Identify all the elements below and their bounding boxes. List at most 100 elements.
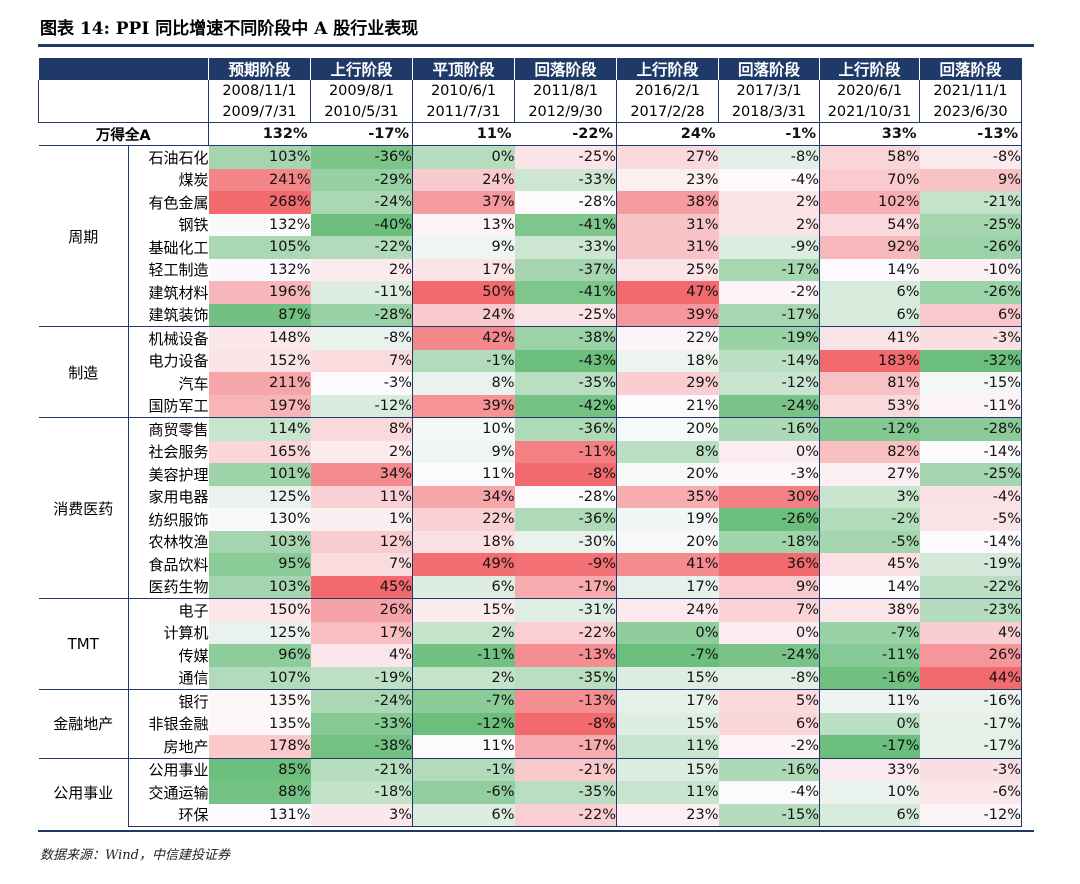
value-cell: 15%: [412, 598, 515, 622]
value-cell: 34%: [310, 463, 413, 486]
value-cell: -16%: [919, 689, 1022, 713]
stage-start-date: 2016/2/1: [616, 80, 719, 101]
stage-start-date: 2017/3/1: [718, 80, 820, 101]
stage-header: 预期阶段: [208, 58, 311, 80]
value-cell: 7%: [310, 553, 413, 576]
value-cell: -17%: [919, 735, 1022, 758]
group-label: 周期: [38, 145, 129, 327]
table-row: 农林牧渔 103% 12% 18% -30% 20% -18% -5% -14%: [39, 530, 1022, 553]
value-cell: -15%: [718, 803, 820, 827]
stage-start-date: 2009/8/1: [310, 80, 413, 101]
table-row: 建筑装饰 87% -28% 24% -25% 39% -17% 6% 6%: [39, 303, 1022, 327]
value-cell: 25%: [616, 258, 719, 281]
value-cell: 45%: [310, 575, 413, 599]
value-cell: 103%: [208, 530, 311, 553]
value-cell: 24%: [412, 303, 515, 327]
industry-name: 电力设备: [148, 352, 209, 371]
value-cell: 41%: [819, 326, 920, 350]
value-cell: -1%: [412, 757, 515, 781]
value-cell: -14%: [919, 530, 1022, 553]
value-cell: -28%: [514, 191, 617, 214]
value-cell: -12%: [718, 372, 820, 395]
total-value: -22%: [514, 122, 617, 146]
value-cell: -21%: [919, 191, 1022, 214]
stage-header: 上行阶段: [819, 58, 920, 80]
table-row: 非银金融 135% -33% -12% -8% 15% 6% 0% -17%: [39, 712, 1022, 735]
value-cell: -11%: [310, 281, 413, 304]
value-cell: 14%: [819, 258, 920, 281]
value-cell: 11%: [616, 735, 719, 758]
value-cell: 6%: [819, 303, 920, 327]
value-cell: 26%: [919, 644, 1022, 667]
industry-name: 公用事业: [128, 757, 209, 781]
value-cell: 15%: [616, 757, 719, 781]
value-cell: 3%: [819, 485, 920, 508]
value-cell: -36%: [514, 508, 617, 531]
value-cell: 81%: [819, 372, 920, 395]
value-cell: 24%: [412, 168, 515, 191]
value-cell: -38%: [514, 326, 617, 350]
value-cell: 132%: [208, 213, 311, 236]
value-cell: 103%: [208, 145, 311, 169]
value-cell: -8%: [310, 326, 413, 350]
value-cell: 9%: [919, 168, 1022, 191]
stage-start-date: 2008/11/1: [208, 80, 311, 101]
value-cell: -18%: [718, 530, 820, 553]
group-label: 金融地产: [38, 689, 129, 758]
value-cell: -17%: [819, 735, 920, 758]
value-cell: 107%: [208, 666, 311, 690]
header-blank: [38, 101, 209, 123]
value-cell: 34%: [412, 485, 515, 508]
value-cell: 20%: [616, 417, 719, 441]
industry-name: 食品饮料: [148, 555, 209, 574]
value-cell: 2%: [412, 666, 515, 690]
value-cell: -31%: [514, 598, 617, 622]
value-cell: 19%: [616, 508, 719, 531]
value-cell: 39%: [616, 303, 719, 327]
value-cell: 0%: [718, 621, 820, 644]
value-cell: 105%: [208, 236, 311, 259]
value-cell: -17%: [514, 735, 617, 758]
value-cell: 17%: [616, 689, 719, 713]
stage-header: 上行阶段: [310, 58, 413, 80]
value-cell: -24%: [310, 191, 413, 214]
industry-name: 家用电器: [148, 488, 209, 507]
value-cell: 29%: [616, 372, 719, 395]
value-cell: 183%: [819, 349, 920, 372]
value-cell: 132%: [208, 258, 311, 281]
value-cell: -16%: [718, 417, 820, 441]
value-cell: 6%: [919, 303, 1022, 327]
value-cell: 8%: [412, 372, 515, 395]
value-cell: 38%: [616, 191, 719, 214]
value-cell: 49%: [412, 553, 515, 576]
value-cell: -15%: [919, 372, 1022, 395]
total-value: -13%: [919, 122, 1022, 146]
value-cell: 22%: [616, 326, 719, 350]
industry-performance-table: 预期阶段 上行阶段 平顶阶段 回落阶段 上行阶段 回落阶段 上行阶段 回落阶段 2008/11/…: [38, 58, 1022, 827]
stage-header: 回落阶段: [919, 58, 1022, 80]
value-cell: 7%: [718, 598, 820, 622]
value-cell: 96%: [208, 644, 311, 667]
value-cell: 31%: [616, 213, 719, 236]
value-cell: 152%: [208, 349, 311, 372]
value-cell: -11%: [514, 440, 617, 463]
group-label: 公用事业: [38, 757, 129, 827]
value-cell: -8%: [919, 145, 1022, 169]
value-cell: -33%: [310, 712, 413, 735]
group-label: 消费医药: [38, 417, 129, 599]
value-cell: -11%: [919, 394, 1022, 418]
total-row-label: 万得全A: [38, 122, 209, 146]
value-cell: 114%: [208, 417, 311, 441]
industry-name: 交通运输: [148, 783, 209, 802]
stage-end-date: 2009/7/31: [208, 101, 311, 123]
value-cell: 39%: [412, 394, 515, 418]
value-cell: -26%: [919, 236, 1022, 259]
table-row: 传媒 96% 4% -11% -13% -7% -24% -11% 26%: [39, 644, 1022, 667]
value-cell: -19%: [310, 666, 413, 690]
stage-end-date: 2018/3/31: [718, 101, 820, 123]
industry-name: 社会服务: [148, 443, 209, 462]
value-cell: -25%: [514, 303, 617, 327]
value-cell: -16%: [718, 757, 820, 781]
industry-name: 美容护理: [148, 465, 209, 484]
value-cell: -25%: [919, 463, 1022, 486]
